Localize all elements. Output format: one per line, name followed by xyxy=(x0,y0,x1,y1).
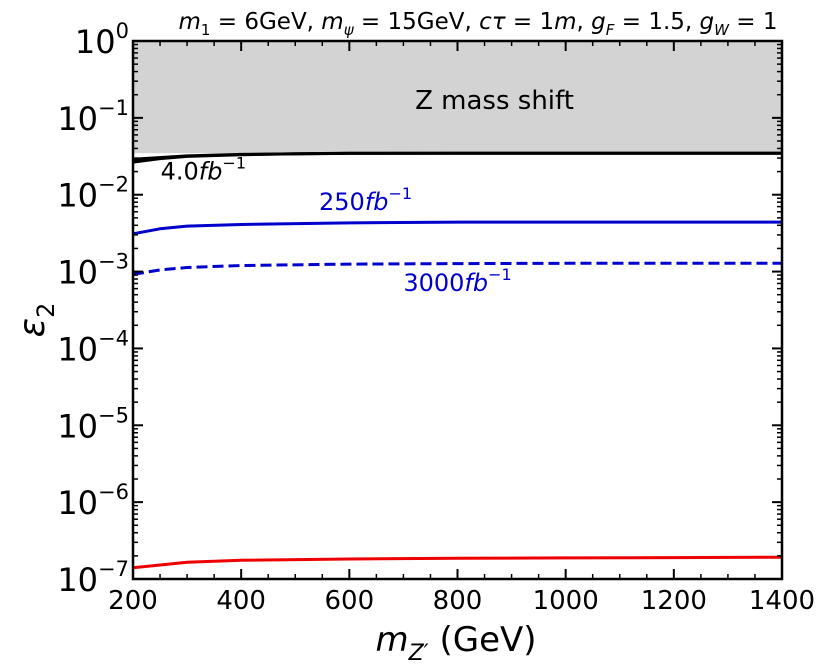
annotation-0: 4.0fb−1 xyxy=(161,153,246,185)
y-tick-label: 10−7 xyxy=(57,557,129,599)
x-tick-label: 800 xyxy=(433,586,483,616)
series-line-4 xyxy=(132,555,783,570)
x-tick-label: 1000 xyxy=(533,586,599,616)
excluded-region xyxy=(133,41,782,154)
x-tick-label: 400 xyxy=(216,586,266,616)
x-tick-label: 1200 xyxy=(641,586,707,616)
y-tick-label: 10−5 xyxy=(57,403,129,445)
y-tick-label: 10−4 xyxy=(57,326,129,368)
x-tick-label: 200 xyxy=(108,586,158,616)
plot-frame xyxy=(131,39,784,581)
y-tick-label: 10−3 xyxy=(57,250,129,292)
excluded-region-label: Z mass shift xyxy=(415,86,574,116)
chart-title: m1 = 6GeV, mψ = 15GeV, cτ = 1m, gF = 1.5… xyxy=(178,9,777,39)
x-tick-label: 600 xyxy=(325,586,375,616)
annotations: 4.0fb−1 250fb−1 3000fb−1 xyxy=(161,153,512,296)
series-layer xyxy=(132,151,783,570)
annotation-1: 250fb−1 xyxy=(319,184,412,216)
x-axis-label: mZ′ (GeV) xyxy=(375,620,536,666)
y-axis-label: ε2 xyxy=(12,303,60,338)
y-tick-label: 10−2 xyxy=(57,173,129,215)
ticks: 200 400 600 800 1000 1200 1400 100 10−1 10−2 10−3 1… xyxy=(57,19,815,616)
x-tick-label: 1400 xyxy=(749,586,815,616)
y-tick-label: 100 xyxy=(75,19,129,61)
series-line-1 xyxy=(132,151,782,164)
y-tick-label: 10−6 xyxy=(57,480,129,522)
y-tick-label: 10−1 xyxy=(57,96,129,138)
series-line-2 xyxy=(132,220,782,236)
series-line-3 xyxy=(132,261,782,276)
annotation-2: 3000fb−1 xyxy=(403,265,511,297)
